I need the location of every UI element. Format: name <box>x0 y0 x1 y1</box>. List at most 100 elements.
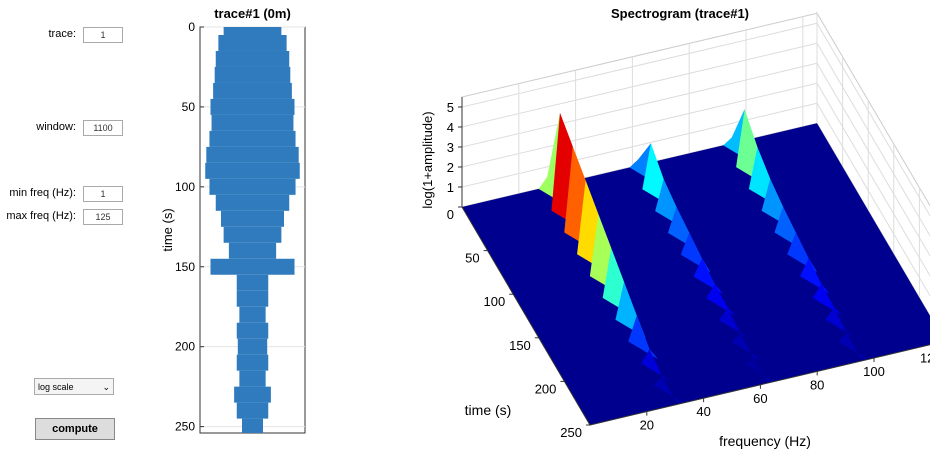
grid-line <box>461 42 930 237</box>
surface-ridge <box>693 258 724 295</box>
z-tick-label: 2 <box>447 160 454 175</box>
envelope-segment <box>205 162 300 179</box>
surface-ridge <box>838 333 869 360</box>
surface-ridge <box>629 143 660 186</box>
envelope-segment <box>218 34 287 51</box>
envelope-segment <box>242 418 263 433</box>
surface-ridge <box>642 143 673 208</box>
surface-ridge <box>812 283 843 316</box>
z-tick-label: 5 <box>447 100 454 115</box>
envelope-segment <box>234 386 271 403</box>
y-tick-label: 200 <box>535 381 557 396</box>
plot-area <box>199 26 306 434</box>
surface-ridge <box>825 307 856 338</box>
surface-ridge <box>667 206 698 251</box>
surface-ridge <box>719 308 749 338</box>
envelope-segment <box>215 50 290 67</box>
x-tick-label: 40 <box>696 404 710 419</box>
envelope-segment <box>239 370 266 387</box>
envelope-segment <box>210 98 295 115</box>
surface-ridge <box>748 146 779 207</box>
y-tick-label: 150 <box>509 338 531 353</box>
x-tick-label: 80 <box>810 377 824 392</box>
grid-line <box>461 22 930 217</box>
surface-ridge <box>628 315 659 360</box>
y-tick-label: 200 <box>175 340 195 354</box>
surface-ridge <box>787 232 818 273</box>
y-axis-label: time (s) <box>465 402 512 418</box>
envelope-segment <box>221 210 284 227</box>
surface-ridge <box>706 284 737 317</box>
surface-ridge <box>774 206 805 251</box>
y-tick-label: 50 <box>465 251 479 266</box>
envelope-segment <box>209 130 296 147</box>
y-tick-label: 0 <box>447 207 454 222</box>
x-axis-label: frequency (Hz) <box>719 433 811 449</box>
trace-label: trace: <box>48 28 76 40</box>
min-freq-label: min freq (Hz): <box>9 187 76 199</box>
surface-ridge <box>551 112 582 229</box>
scale-value: log scale <box>38 382 74 392</box>
surface-ridge <box>800 258 830 294</box>
trace-input[interactable]: 1 <box>83 27 123 43</box>
chart-title: Spectrogram (trace#1) <box>611 6 749 21</box>
dropdown-arrow: ⌄ <box>102 382 110 392</box>
envelope-segment <box>223 226 282 243</box>
surface-ridge <box>564 146 595 251</box>
y-tick-label: 250 <box>560 425 582 440</box>
back-wall <box>461 12 818 208</box>
grid-line <box>461 82 930 277</box>
envelope-segment <box>210 258 295 275</box>
compute-button[interactable]: compute <box>35 418 115 440</box>
envelope-segment <box>209 178 296 195</box>
y-tick-label: 100 <box>483 294 505 309</box>
floor <box>462 123 930 425</box>
z-tick-label: 4 <box>447 120 454 135</box>
z-tick-label: 1 <box>447 180 454 195</box>
surface-ridge <box>731 333 762 360</box>
envelope-segment <box>236 322 269 339</box>
min-freq-input[interactable]: 1 <box>83 186 123 202</box>
y-tick-label: 250 <box>175 420 195 434</box>
surface-ridge <box>736 109 766 185</box>
envelope-segment <box>236 290 269 307</box>
surface-ridge <box>653 377 684 403</box>
envelope-segment <box>215 194 290 211</box>
y-tick-label: 50 <box>182 100 196 114</box>
surface-ridge <box>577 180 607 273</box>
chart-title: trace#1 (0m) <box>214 6 291 21</box>
envelope-segment <box>236 354 269 371</box>
envelope-segment <box>206 146 299 163</box>
envelope-segment <box>214 66 291 83</box>
envelope-segment <box>237 338 268 355</box>
surface-ridge <box>744 357 775 382</box>
max-freq-input[interactable]: 125 <box>83 209 123 225</box>
max-freq-label: max freq (Hz): <box>6 210 76 222</box>
envelope-segment <box>223 27 282 35</box>
surface-ridge <box>602 247 633 316</box>
scale-dropdown[interactable]: log scale ⌄ <box>34 378 114 395</box>
y-axis-label: time (s) <box>160 208 175 251</box>
surface-ridge <box>538 112 569 207</box>
surface-ridge <box>615 281 646 338</box>
x-tick-label: 100 <box>863 364 885 379</box>
envelope-segment <box>236 402 269 419</box>
grid-line <box>461 62 930 257</box>
y-tick-label: 100 <box>175 180 195 194</box>
y-tick-label: 150 <box>175 260 195 274</box>
x-tick-label: 20 <box>640 418 654 433</box>
surface-ridge <box>641 349 671 382</box>
axis-line <box>461 97 930 426</box>
z-axis-label: log(1+amplitude) <box>420 111 435 208</box>
window-input[interactable]: 1100 <box>83 120 123 136</box>
window-label: window: <box>36 121 76 133</box>
envelope-segment <box>239 306 266 323</box>
grid-line <box>461 102 930 297</box>
z-tick-label: 3 <box>447 140 454 155</box>
x-tick-label: 60 <box>753 391 767 406</box>
surface-ridge <box>589 214 620 294</box>
side-wall <box>816 11 930 317</box>
envelope-segment <box>236 274 269 291</box>
surface-ridge <box>723 109 754 164</box>
